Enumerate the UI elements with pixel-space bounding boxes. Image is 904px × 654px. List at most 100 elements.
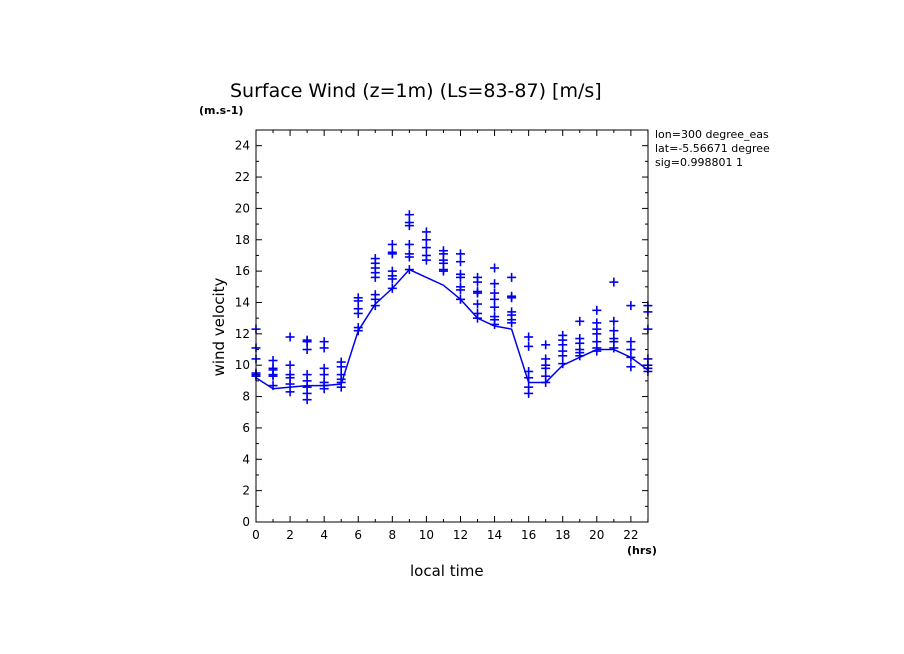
- data-point-marker: [285, 379, 295, 389]
- chart-title: Surface Wind (z=1m) (Ls=83-87) [m/s]: [230, 80, 602, 102]
- data-point-marker: [285, 360, 295, 370]
- data-point-marker: [541, 340, 551, 350]
- data-point-marker: [541, 377, 551, 387]
- data-point-marker: [455, 272, 465, 282]
- data-point-marker: [507, 318, 517, 328]
- data-point-marker: [404, 252, 414, 262]
- data-point-marker: [387, 274, 397, 284]
- info-box: lon=300 degree_eas lat=-5.56671 degree s…: [655, 128, 780, 170]
- data-point-marker: [319, 384, 329, 394]
- data-point-marker: [558, 351, 568, 361]
- info-longitude: lon=300 degree_eas: [655, 128, 769, 141]
- y-tick-label: 6: [242, 421, 250, 435]
- data-point-marker: [592, 305, 602, 315]
- data-point-marker: [336, 362, 346, 372]
- data-point-marker: [626, 352, 636, 362]
- x-axis-label: local time: [410, 562, 484, 580]
- axis-ticks: [255, 129, 649, 523]
- x-tick-label: 10: [419, 528, 434, 542]
- y-tick-label: 0: [242, 515, 250, 529]
- y-tick-label: 14: [235, 295, 250, 309]
- data-point-marker: [370, 272, 380, 282]
- x-tick-label: 8: [388, 528, 396, 542]
- x-tick-label: 6: [354, 528, 362, 542]
- y-tick-label: 18: [235, 233, 250, 247]
- data-point-marker: [421, 243, 431, 253]
- data-point-marker: [404, 221, 414, 231]
- data-point-marker: [609, 316, 619, 326]
- data-point-marker: [404, 265, 414, 275]
- data-point-marker: [575, 316, 585, 326]
- data-point-marker: [626, 337, 636, 347]
- y-tick-label: 24: [235, 139, 250, 153]
- x-tick-label: 22: [623, 528, 638, 542]
- y-tick-label: 2: [242, 484, 250, 498]
- info-latitude: lat=-5.56671 degree: [655, 142, 770, 155]
- data-point-marker: [302, 345, 312, 355]
- data-point-marker: [473, 277, 483, 287]
- data-point-marker: [541, 363, 551, 373]
- x-tick-label: 4: [320, 528, 328, 542]
- y-tick-label: 20: [235, 201, 250, 215]
- y-tick-label: 4: [242, 452, 250, 466]
- data-point-marker: [507, 272, 517, 282]
- data-point-marker: [524, 332, 534, 342]
- data-point-marker: [353, 296, 363, 306]
- plot-frame: [255, 129, 649, 523]
- data-point-marker: [524, 373, 534, 383]
- data-point-marker: [268, 355, 278, 365]
- x-tick-label: 20: [589, 528, 604, 542]
- data-point-marker: [421, 227, 431, 237]
- y-tick-label: 12: [235, 327, 250, 341]
- data-point-marker: [353, 326, 363, 336]
- data-point-marker: [609, 343, 619, 353]
- data-point-marker: [336, 382, 346, 392]
- data-point-marker: [490, 302, 500, 312]
- data-point-marker: [455, 285, 465, 295]
- x-tick-label: 14: [487, 528, 502, 542]
- data-point-marker: [626, 301, 636, 311]
- data-point-marker: [404, 210, 414, 220]
- data-point-marker: [490, 279, 500, 289]
- data-point-marker: [609, 277, 619, 287]
- data-point-marker: [507, 293, 517, 303]
- x-tick-label: 16: [521, 528, 536, 542]
- data-point-marker: [404, 239, 414, 249]
- data-point-marker: [421, 255, 431, 265]
- data-point-marker: [285, 332, 295, 342]
- data-point-marker: [575, 351, 585, 361]
- data-point-marker: [609, 326, 619, 336]
- data-point-marker: [387, 249, 397, 259]
- data-point-marker: [473, 288, 483, 298]
- data-point-marker: [626, 362, 636, 372]
- x-tick-label: 18: [555, 528, 570, 542]
- y-axis-label: wind velocity: [210, 277, 228, 377]
- y-tick-label: 10: [235, 358, 250, 372]
- data-point-marker: [490, 294, 500, 304]
- data-point-marker: [524, 388, 534, 398]
- data-point-marker: [421, 235, 431, 245]
- data-point-marker: [455, 249, 465, 259]
- data-point-marker: [473, 313, 483, 323]
- data-point-marker: [455, 294, 465, 304]
- data-point-marker: [558, 359, 568, 369]
- data-point-marker: [490, 319, 500, 329]
- x-tick-label: 0: [252, 528, 260, 542]
- info-sigma: sig=0.998801 1: [655, 156, 743, 169]
- data-point-marker: [626, 345, 636, 355]
- data-point-marker: [302, 395, 312, 405]
- data-point-marker: [268, 381, 278, 391]
- data-point-marker: [319, 370, 329, 380]
- data-point-marker: [438, 266, 448, 276]
- data-point-marker: [353, 308, 363, 318]
- data-point-marker: [592, 346, 602, 356]
- data-point-marker: [387, 283, 397, 293]
- x-tick-label: 12: [453, 528, 468, 542]
- y-tick-label: 8: [242, 390, 250, 404]
- x-axis-unit: (hrs): [627, 544, 657, 557]
- data-point-marker: [592, 329, 602, 339]
- y-axis-unit: (m.s-1): [199, 104, 244, 117]
- data-point-marker: [490, 263, 500, 273]
- y-tick-label: 22: [235, 170, 250, 184]
